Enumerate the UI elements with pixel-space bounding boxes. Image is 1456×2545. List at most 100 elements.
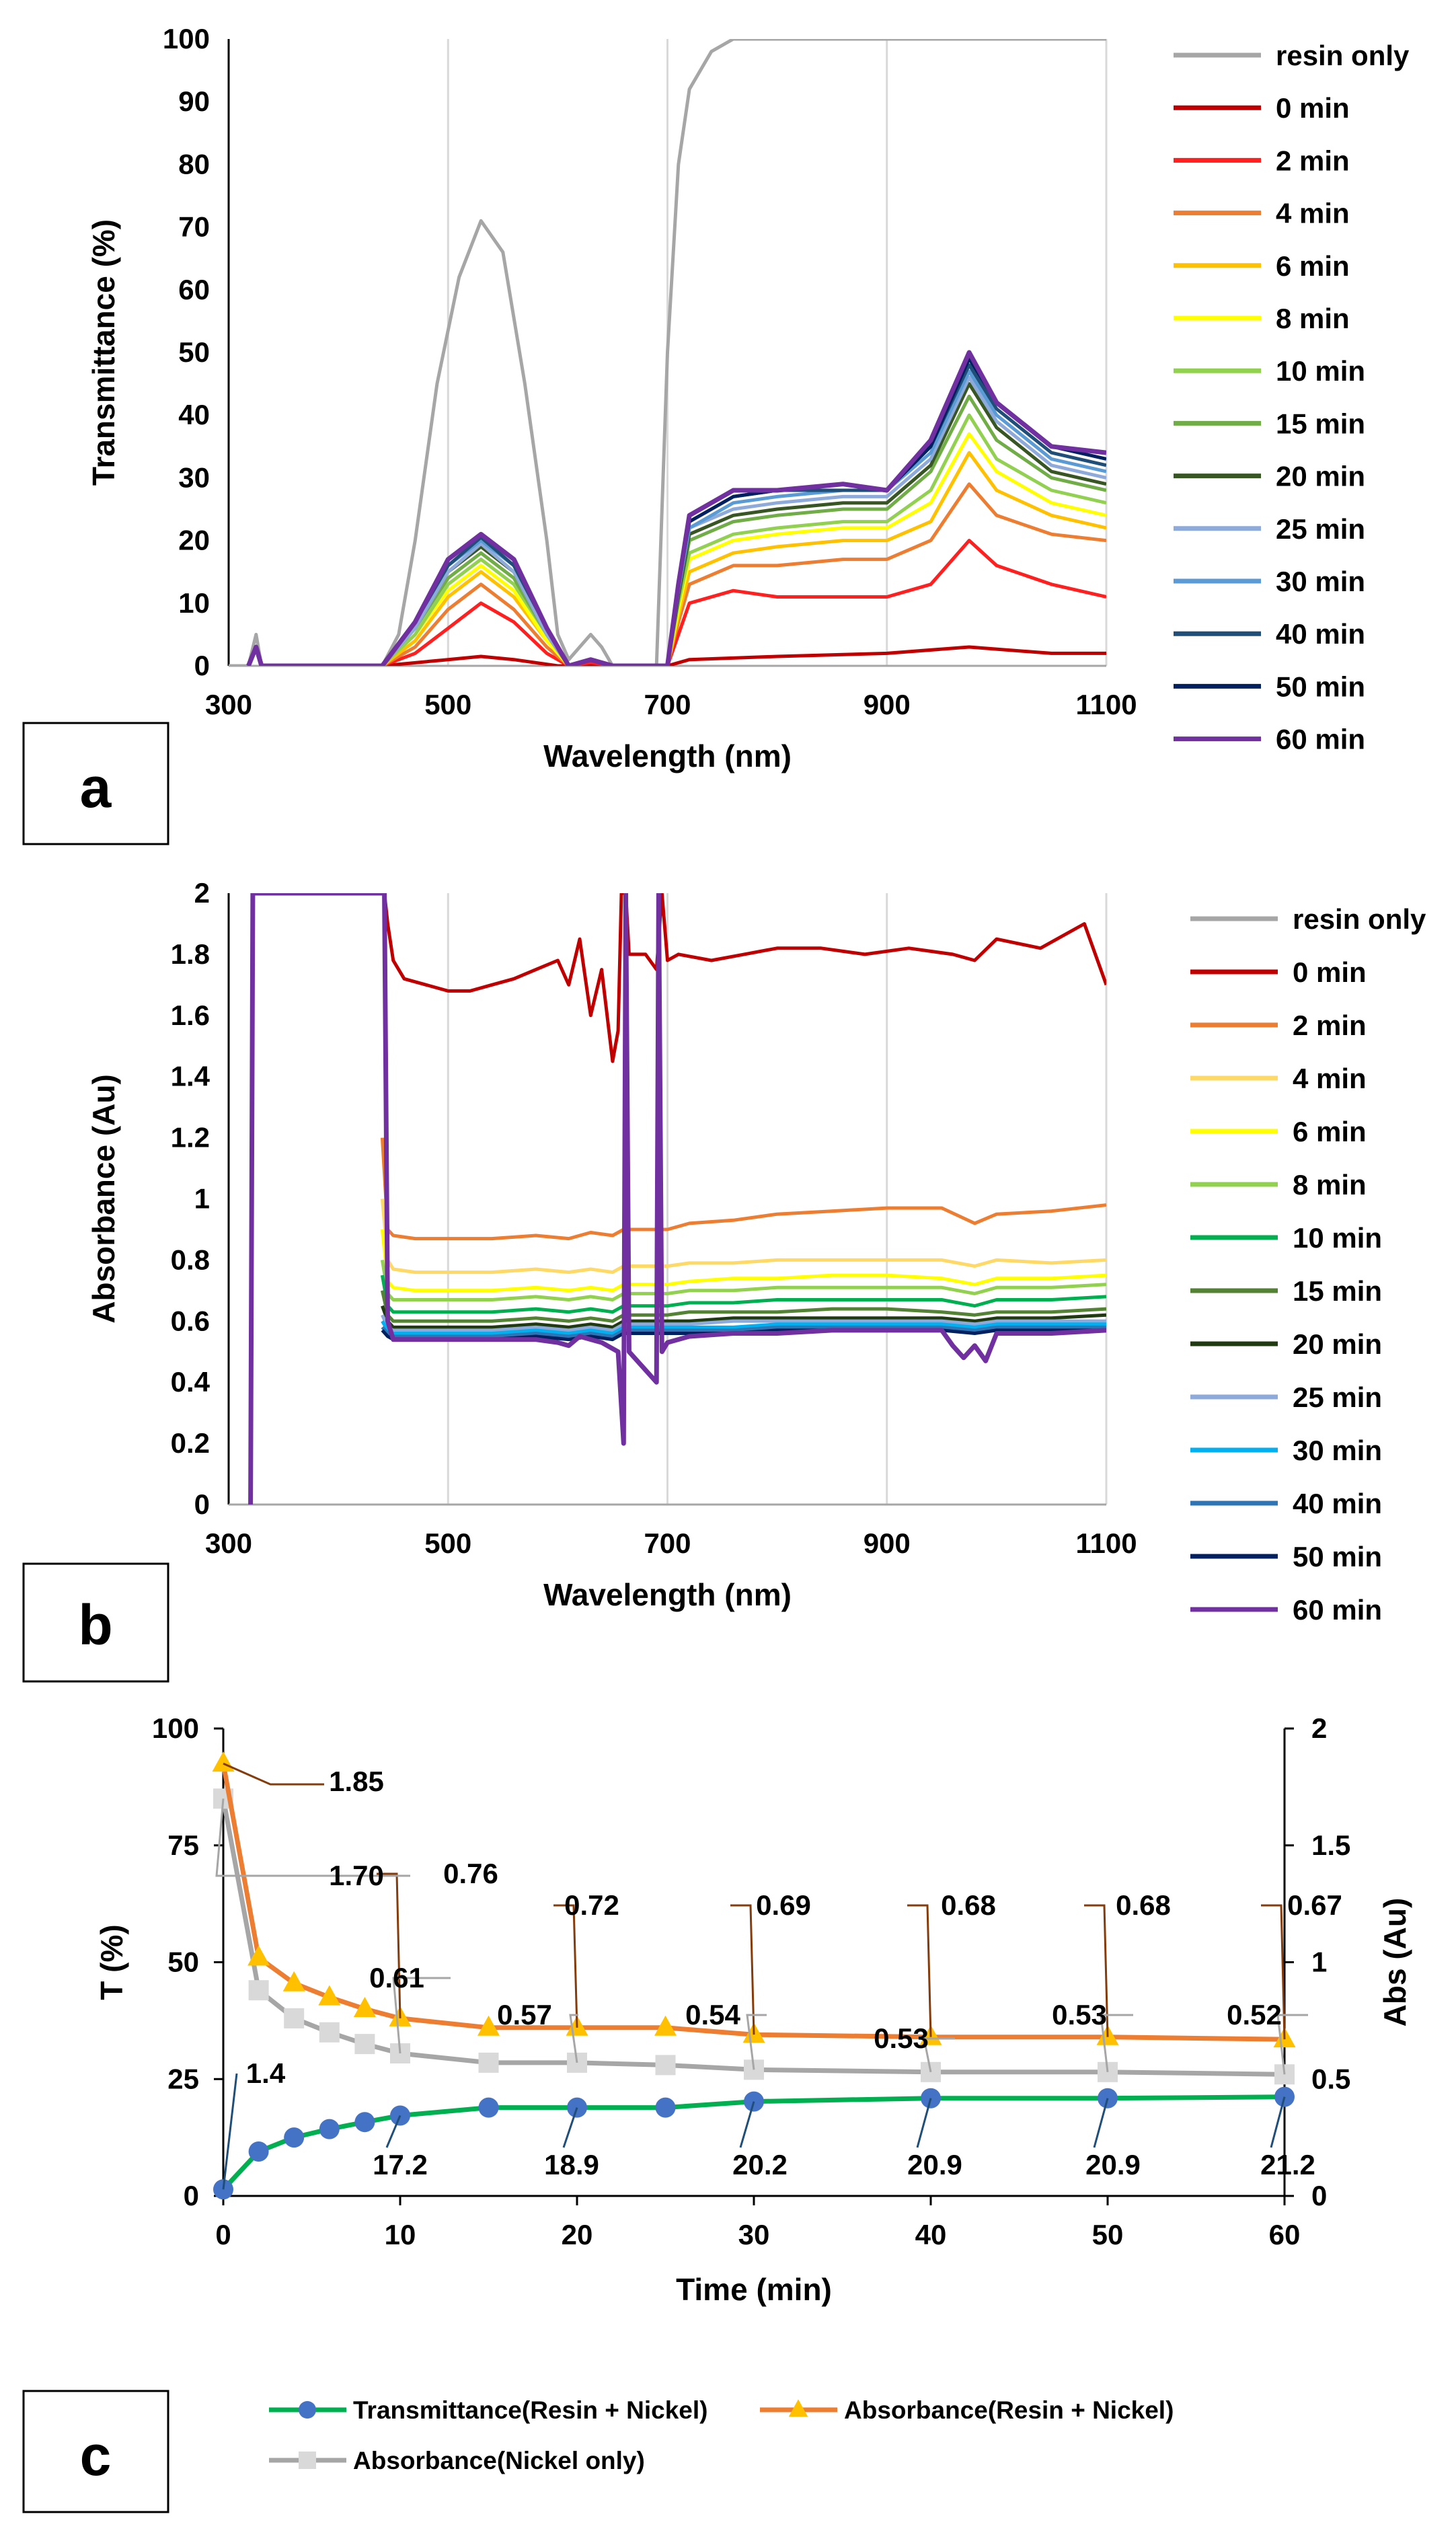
callout-leader — [215, 1798, 410, 1877]
callout-leader — [739, 2101, 755, 2148]
legend-item: Transmittance(Resin + Nickel) — [269, 2396, 707, 2424]
callout-leader — [1093, 2098, 1109, 2148]
callout-leader — [223, 1762, 324, 1786]
panel-label-box-c — [22, 2390, 169, 2513]
data-label: 0.57 — [497, 1999, 552, 2030]
series-line-10-min — [247, 413, 1106, 666]
legend-label: 8 min — [1293, 1169, 1367, 1201]
y-tick-label: 50 — [167, 1946, 199, 1978]
series-line-6-min — [380, 1229, 1106, 1293]
legend-label: 25 min — [1276, 513, 1365, 545]
x-tick-label: 60 — [1269, 2219, 1301, 2250]
data-point-triangle — [654, 2015, 677, 2036]
legend-label: 0 min — [1276, 92, 1350, 124]
data-point-square — [478, 2052, 499, 2073]
series-line-4-min — [380, 1199, 1106, 1275]
series-line-8-min — [380, 1260, 1106, 1301]
y-axis-label: T (%) — [94, 1924, 129, 2000]
series-transmittance — [213, 2086, 1295, 2200]
series-line-4-min — [247, 482, 1106, 666]
data-label: 18.9 — [544, 2149, 599, 2180]
legend-label: resin only — [1293, 903, 1426, 935]
legend-label: 50 min — [1293, 1541, 1382, 1572]
data-point-circle — [478, 2097, 499, 2118]
x-tick-label: 300 — [205, 1527, 252, 1559]
y-tick-label: 50 — [178, 336, 210, 368]
y-tick-label: 10 — [178, 587, 210, 619]
series-line-2-min — [380, 1137, 1106, 1241]
callout-leader — [553, 1904, 578, 2028]
legend-label: 40 min — [1276, 618, 1365, 650]
data-label: 21.2 — [1260, 2149, 1315, 2180]
y-axis-label: Transmittance (%) — [86, 219, 121, 486]
series-line-30-min — [381, 1320, 1106, 1335]
callout-leader — [1261, 1904, 1286, 2040]
callout-leader — [730, 1904, 755, 2035]
series-lines — [229, 39, 1106, 666]
y-tick-label: 40 — [178, 399, 210, 430]
data-point-circle — [248, 2141, 269, 2162]
panel-label-box-a — [22, 722, 169, 845]
series-lines — [248, 893, 1106, 1505]
legend-label: Absorbance(Nickel only) — [353, 2447, 645, 2474]
series-line-15-min — [380, 1290, 1106, 1323]
y2-tick-label: 2 — [1311, 1712, 1327, 1744]
x-tick-label: 300 — [205, 689, 252, 720]
x-tick-label: 900 — [864, 689, 911, 720]
y-tick-label: 0.8 — [171, 1244, 210, 1275]
series-line-6-min — [247, 451, 1106, 666]
series-line-2-min — [247, 539, 1106, 666]
data-label: 0.69 — [756, 1889, 811, 1921]
x-axis-label: Time (min) — [676, 2272, 832, 2307]
y-tick-label: 90 — [178, 85, 210, 117]
callout-leader — [392, 1977, 451, 2054]
data-point-circle — [319, 2119, 340, 2139]
x-axis-label: Wavelength (nm) — [543, 1577, 792, 1612]
y-tick-label: 1.2 — [171, 1122, 210, 1153]
panel-label-box-b — [22, 1562, 169, 1683]
x-tick-label: 700 — [644, 689, 691, 720]
panel-b-absorbance-chart: 0 0.2 0.4 0.6 0.8 1 1.2 1.4 1.6 1.8 2 300 500 700 900 1… — [86, 877, 1426, 1626]
data-label: 0.53 — [1052, 1999, 1107, 2030]
y-tick-label: 80 — [178, 148, 210, 180]
callout-leader — [1084, 1904, 1109, 2037]
data-label: 0.61 — [369, 1962, 424, 1993]
legend-label: resin only — [1276, 40, 1410, 71]
legend-label: 10 min — [1293, 1222, 1382, 1254]
y-tick-label: 30 — [178, 461, 210, 493]
legend-label: 8 min — [1276, 303, 1350, 334]
data-point-triangle — [788, 2399, 808, 2417]
x-tick-label: 30 — [738, 2219, 770, 2250]
y2-tick-label: 0 — [1311, 2180, 1327, 2211]
callout-leader — [1270, 2096, 1286, 2148]
x-tick-label: 0 — [215, 2219, 231, 2250]
y-tick-label: 60 — [178, 274, 210, 305]
data-label: 0.76 — [443, 1858, 498, 1889]
y-tick-label: 0 — [184, 2180, 199, 2211]
data-point-square — [319, 2022, 340, 2043]
y-tick-label: 0.6 — [171, 1305, 210, 1336]
x-tick-label: 10 — [385, 2219, 416, 2250]
legend-label: 6 min — [1276, 250, 1350, 282]
panel-label-c: c — [80, 2424, 112, 2487]
y-tick-label: 0.2 — [171, 1427, 210, 1459]
data-point-triangle — [353, 1997, 376, 2017]
y-tick-label: 25 — [167, 2063, 199, 2094]
legend-label: 50 min — [1276, 671, 1365, 702]
data-point-square — [299, 2452, 316, 2469]
data-label: 1.70 — [329, 1860, 384, 1891]
legend-item: Absorbance(Nickel only) — [269, 2447, 645, 2474]
data-point-triangle — [282, 1971, 305, 1991]
data-label: 20.9 — [1085, 2149, 1141, 2180]
data-label: 0.67 — [1287, 1889, 1342, 1921]
y-tick-label: 70 — [178, 211, 210, 243]
series-line-40-min — [381, 1325, 1106, 1338]
y2-tick-label: 1 — [1311, 1946, 1327, 1978]
data-point-circle — [655, 2097, 676, 2118]
data-point-square — [354, 2034, 375, 2055]
callout-leader — [746, 2014, 767, 2070]
data-point-circle — [354, 2112, 375, 2133]
data-label: 17.2 — [373, 2149, 428, 2180]
series-line-60-min — [248, 893, 1106, 1505]
